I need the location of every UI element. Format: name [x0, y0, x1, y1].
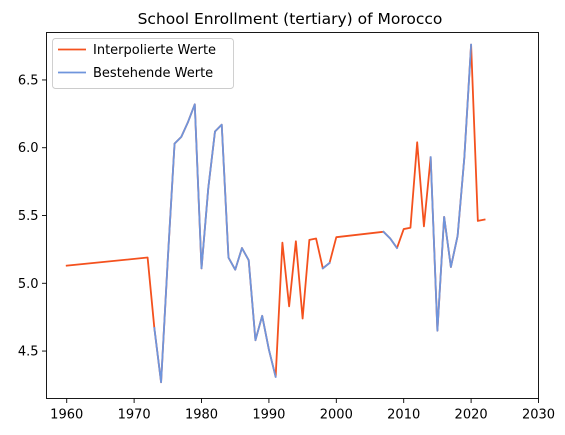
x-tick-label: 1980 [185, 408, 218, 423]
x-tick-label: 1990 [252, 408, 285, 423]
y-tick-label: 6.0 [18, 141, 39, 156]
series-line-existing-segment-0 [153, 103, 277, 384]
y-axis: 4.5 5.0 5.5 6.0 6.5 [18, 73, 47, 360]
series-layer [65, 43, 486, 384]
legend-label-existing: Bestehende Werte [93, 66, 213, 81]
y-tick-label: 5.5 [18, 209, 39, 224]
legend-label-interpolated: Interpolierte Werte [93, 43, 216, 58]
y-tick-label: 6.5 [18, 73, 39, 88]
series-line-existing-segment-3 [429, 43, 473, 332]
y-tick-label: 5.0 [18, 277, 39, 292]
x-tick-label: 2020 [455, 408, 488, 423]
x-tick-label: 1960 [50, 408, 83, 423]
series-line-existing-segment-1 [321, 261, 331, 270]
y-tick-label: 4.5 [18, 345, 39, 360]
legend-box [52, 38, 234, 89]
series-line-interpolated [65, 43, 486, 384]
x-tick-label: 2000 [320, 408, 353, 423]
x-axis: 1960 1970 1980 1990 2000 2010 2020 2030 [50, 398, 555, 423]
series-line-existing-segment-2 [382, 230, 399, 250]
chart-title: School Enrollment (tertiary) of Morocco [138, 10, 443, 28]
x-tick-label: 1970 [118, 408, 151, 423]
legend: Interpolierte Werte Bestehende Werte [52, 38, 234, 89]
x-tick-label: 2010 [387, 408, 420, 423]
x-tick-label: 2030 [522, 408, 555, 423]
